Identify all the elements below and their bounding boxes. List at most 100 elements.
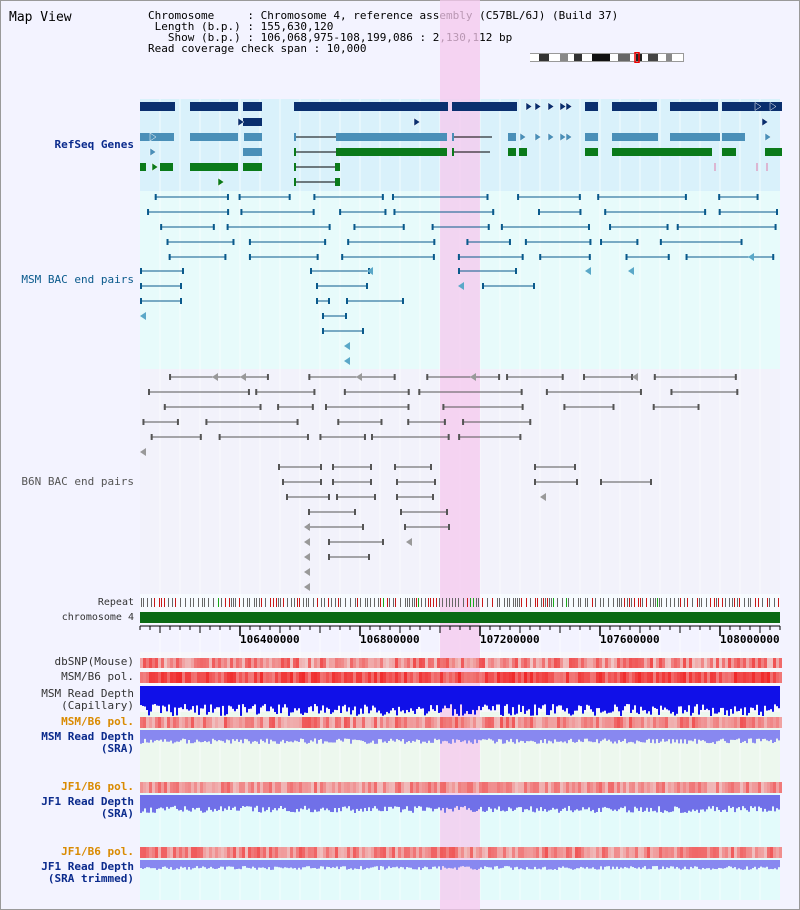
gene-exon[interactable] [140, 133, 174, 141]
gene-exon[interactable] [585, 133, 598, 141]
gene-exon[interactable] [585, 102, 598, 111]
bac-end[interactable] [240, 373, 246, 381]
track-label-msm-b6-pol-1: MSM/B6 pol. [61, 670, 134, 683]
gene-exon[interactable] [452, 148, 454, 156]
axis-tick-label: 108000000 [720, 633, 780, 646]
gene-arrow[interactable] [237, 117, 245, 127]
gene-arrow[interactable] [761, 117, 769, 127]
gene-arrow[interactable] [769, 102, 777, 111]
gene-exon[interactable] [294, 163, 296, 171]
gene-exon[interactable] [335, 178, 340, 186]
bac-end[interactable] [304, 553, 310, 561]
gene-arrow[interactable] [217, 177, 225, 187]
gene-exon[interactable] [190, 102, 238, 111]
bac-end[interactable] [367, 267, 373, 275]
gene-exon[interactable] [722, 148, 736, 156]
gene-exon[interactable] [452, 102, 517, 111]
bac-end[interactable] [212, 373, 218, 381]
track-label-msm-bac[interactable]: MSM BAC end pairs [21, 273, 134, 286]
bac-end[interactable] [356, 373, 362, 381]
gene-exon[interactable] [519, 148, 527, 156]
bac-end[interactable] [304, 568, 310, 576]
bac-end[interactable] [304, 523, 310, 531]
gene-exon[interactable] [765, 148, 782, 156]
gene-exon[interactable] [612, 102, 657, 111]
gene-exon[interactable] [190, 163, 238, 171]
gene-arrow[interactable] [534, 102, 542, 111]
gene-exon[interactable] [294, 102, 448, 111]
gene-exon[interactable] [335, 163, 340, 171]
bac-end[interactable] [540, 493, 546, 501]
chromosome-bar[interactable] [140, 612, 780, 623]
track-label-refseq-genes[interactable]: RefSeq Genes [54, 138, 134, 151]
gene-exon[interactable] [243, 118, 262, 126]
gene-exon[interactable] [670, 102, 718, 111]
bac-end[interactable] [748, 253, 754, 261]
heatmap-tracks [140, 658, 782, 870]
gene-exon[interactable] [243, 102, 262, 111]
gene-exon[interactable] [294, 178, 296, 186]
gene-arrow[interactable] [559, 102, 567, 111]
gene-exon[interactable] [508, 133, 516, 141]
msm-bac-pairs[interactable] [140, 194, 778, 365]
gene-exon[interactable] [670, 133, 720, 141]
gene-arrow[interactable] [534, 132, 542, 142]
region-info: Chromosome : Chromosome 4, reference ass… [148, 10, 618, 54]
gene-exon[interactable] [243, 163, 262, 171]
gene-arrow[interactable] [413, 117, 421, 127]
bac-end[interactable] [585, 267, 591, 275]
gene-arrow[interactable] [525, 102, 533, 111]
gene-exon[interactable] [294, 148, 296, 156]
gene-arrow[interactable] [519, 132, 527, 142]
refseq-genes[interactable] [140, 102, 782, 187]
gene-exon[interactable] [508, 148, 516, 156]
gene-exon[interactable] [244, 133, 262, 141]
gene-exon[interactable] [140, 102, 175, 111]
track-label-jf1-read-depth-sra: JF1 Read Depth (SRA) [41, 795, 134, 820]
gene-exon[interactable] [140, 163, 146, 171]
b6n-bac-pairs[interactable] [140, 373, 739, 591]
bac-end[interactable] [304, 538, 310, 546]
gene-exon[interactable] [612, 133, 658, 141]
bac-end[interactable] [632, 373, 638, 381]
gene-exon[interactable] [294, 133, 296, 141]
gene-arrow[interactable] [764, 132, 772, 142]
axis-tick-label: 107600000 [600, 633, 660, 646]
gene-exon[interactable] [336, 133, 447, 141]
gene-exon[interactable] [452, 133, 454, 141]
gene-exon[interactable] [612, 148, 712, 156]
gene-exon[interactable] [160, 163, 173, 171]
bac-end[interactable] [458, 282, 464, 290]
gene-arrow[interactable] [559, 132, 567, 142]
gene-exon[interactable] [336, 148, 447, 156]
bac-end[interactable] [470, 373, 476, 381]
track-label-b6n-bac[interactable]: B6N BAC end pairs [21, 475, 134, 488]
gene-arrow[interactable] [754, 102, 762, 111]
track-label-jf1-b6-pol-2: JF1/B6 pol. [61, 845, 134, 858]
gene-arrow[interactable] [565, 102, 573, 111]
bac-end[interactable] [344, 342, 350, 350]
gene-arrow[interactable] [151, 162, 159, 172]
gene-exon[interactable] [243, 148, 262, 156]
bac-end[interactable] [628, 267, 634, 275]
gene-arrow[interactable] [547, 102, 555, 111]
gene-exon[interactable] [190, 133, 238, 141]
gene-exon[interactable] [722, 102, 782, 111]
gene-exon[interactable] [585, 148, 598, 156]
track-label-msm-read-depth-sra: MSM Read Depth (SRA) [41, 730, 134, 755]
gene-arrow[interactable] [565, 132, 573, 142]
bac-end[interactable] [406, 538, 412, 546]
info-coverage-span: Read coverage check span : 10,000 [148, 42, 367, 55]
track-label-dbsnp: dbSNP(Mouse) [54, 655, 134, 668]
gene-exon[interactable] [722, 133, 745, 141]
axis-tick-label: 107200000 [480, 633, 540, 646]
chromosome-idiogram[interactable] [530, 52, 684, 63]
gene-arrow[interactable] [149, 147, 157, 157]
gene-arrow[interactable] [547, 132, 555, 142]
bac-end[interactable] [304, 583, 310, 591]
gene-arrow[interactable] [149, 132, 157, 142]
bac-end[interactable] [344, 357, 350, 365]
bac-end[interactable] [140, 448, 146, 456]
bac-end[interactable] [140, 312, 146, 320]
